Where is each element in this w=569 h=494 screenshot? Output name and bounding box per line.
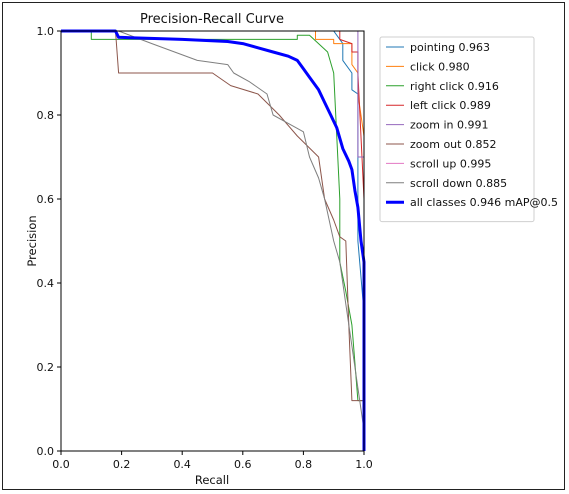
y-tick-label: 0.8 [37,109,55,122]
x-tick-label: 0.2 [113,458,131,471]
x-tick-label: 1.0 [355,458,373,471]
legend-entry-label: right click 0.916 [410,80,499,93]
y-tick-label: 0.2 [37,361,55,374]
axes: 0.0 0.2 0.4 0.6 0.8 1.0 0.0 0.2 0.4 0.6 0.8 1.0 [37,25,373,471]
legend: pointing 0.963 click 0.980 right click 0.9… [379,36,558,223]
y-tick-label: 1.0 [37,25,55,38]
x-tick-label: 0.6 [234,458,252,471]
series-line-5 [61,30,365,451]
x-tick-label: 0.8 [295,458,313,471]
legend-entry-label: click 0.980 [410,60,470,73]
chart-title: Precision-Recall Curve [140,12,284,27]
y-tick-label: 0.6 [37,193,55,206]
legend-entry-label: zoom in 0.991 [410,119,488,132]
legend-entry-label: pointing 0.963 [410,41,490,54]
series-line-6 [61,30,365,451]
legend-entry-label: scroll down 0.885 [410,177,507,190]
legend-box [379,36,535,223]
series-line-2 [61,30,365,451]
series-line-3 [61,30,365,451]
x-tick-label: 0.0 [52,458,70,471]
series-line-7 [61,30,365,451]
legend-entry-label: scroll up 0.995 [410,157,491,170]
legend-entry-label: left click 0.989 [410,99,491,112]
y-axis-label: Precision [25,215,39,266]
plot-area [61,29,366,451]
series-line-1 [61,30,365,451]
legend-entry-label: zoom out 0.852 [410,138,496,151]
legend-entry-label: all classes 0.946 mAP@0.5 [410,196,558,209]
x-tick-label: 0.4 [173,458,191,471]
y-tick-label: 0.4 [37,277,55,290]
x-axis-label: Recall [195,473,229,487]
y-tick-label: 0.0 [37,445,55,458]
series-line-4 [61,30,365,451]
series-line-0 [61,30,365,451]
axes-frame [60,30,365,452]
series-line-8 [61,29,366,451]
